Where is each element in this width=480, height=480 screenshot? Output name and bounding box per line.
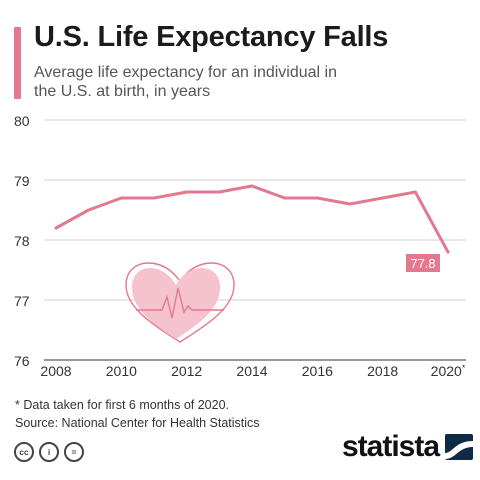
x-tick-label: 2016	[302, 363, 333, 379]
attribution-icon: i	[39, 442, 59, 462]
y-tick-label: 76	[14, 353, 30, 369]
license-icons: cc i =	[14, 442, 84, 462]
data-point	[446, 250, 450, 254]
x-tick-label: 2012	[171, 363, 202, 379]
value-callout-label: 77.8	[410, 256, 435, 271]
data-point	[217, 190, 221, 194]
title-accent-bar	[14, 27, 21, 99]
data-point	[283, 196, 287, 200]
creative-commons-icon: cc	[14, 442, 34, 462]
x-tick-label: 2008	[40, 363, 71, 379]
series-line-layer	[54, 184, 450, 254]
data-point	[87, 208, 91, 212]
data-point	[413, 190, 417, 194]
chart-footnotes: * Data taken for first 6 months of 2020.…	[15, 396, 260, 432]
line-chart: 76 77 78 79 80 2008 2010 2012 2014 2016 2018 2020*…	[14, 113, 466, 379]
y-tick-label: 77	[14, 293, 30, 309]
data-point	[315, 196, 319, 200]
heart-with-heartbeat-icon	[125, 262, 235, 343]
statista-logo: statista	[342, 430, 474, 463]
data-point	[152, 196, 156, 200]
no-derivatives-icon: =	[64, 442, 84, 462]
annotation-layer: 77.8	[406, 254, 440, 272]
data-point	[119, 196, 123, 200]
chart-gridlines	[44, 119, 466, 361]
data-point	[381, 196, 385, 200]
data-point	[348, 202, 352, 206]
data-point	[54, 226, 58, 230]
y-tick-label: 80	[14, 113, 30, 129]
x-tick-label: 2010	[106, 363, 137, 379]
footnote-text: * Data taken for first 6 months of 2020.	[15, 398, 230, 412]
y-tick-label: 78	[14, 233, 30, 249]
x-tick-label: 2014	[236, 363, 267, 379]
x-tick-label: 2020*	[431, 363, 466, 379]
statista-logo-icon	[445, 434, 474, 460]
x-axis-ticks: 2008 2010 2012 2014 2016 2018 2020*	[40, 363, 465, 379]
y-axis-ticks: 76 77 78 79 80	[14, 113, 30, 369]
y-tick-label: 79	[14, 173, 30, 189]
x-tick-label: 2018	[367, 363, 398, 379]
value-callout-box	[406, 254, 440, 272]
source-text: Source: National Center for Health Stati…	[15, 416, 260, 430]
data-point	[250, 184, 254, 188]
series-line	[54, 184, 450, 254]
data-point	[185, 190, 189, 194]
brand-name: statista	[342, 430, 440, 463]
chart-subtitle: Average life expectancy for an individua…	[34, 64, 337, 100]
chart-title: U.S. Life Expectancy Falls	[34, 21, 389, 53]
